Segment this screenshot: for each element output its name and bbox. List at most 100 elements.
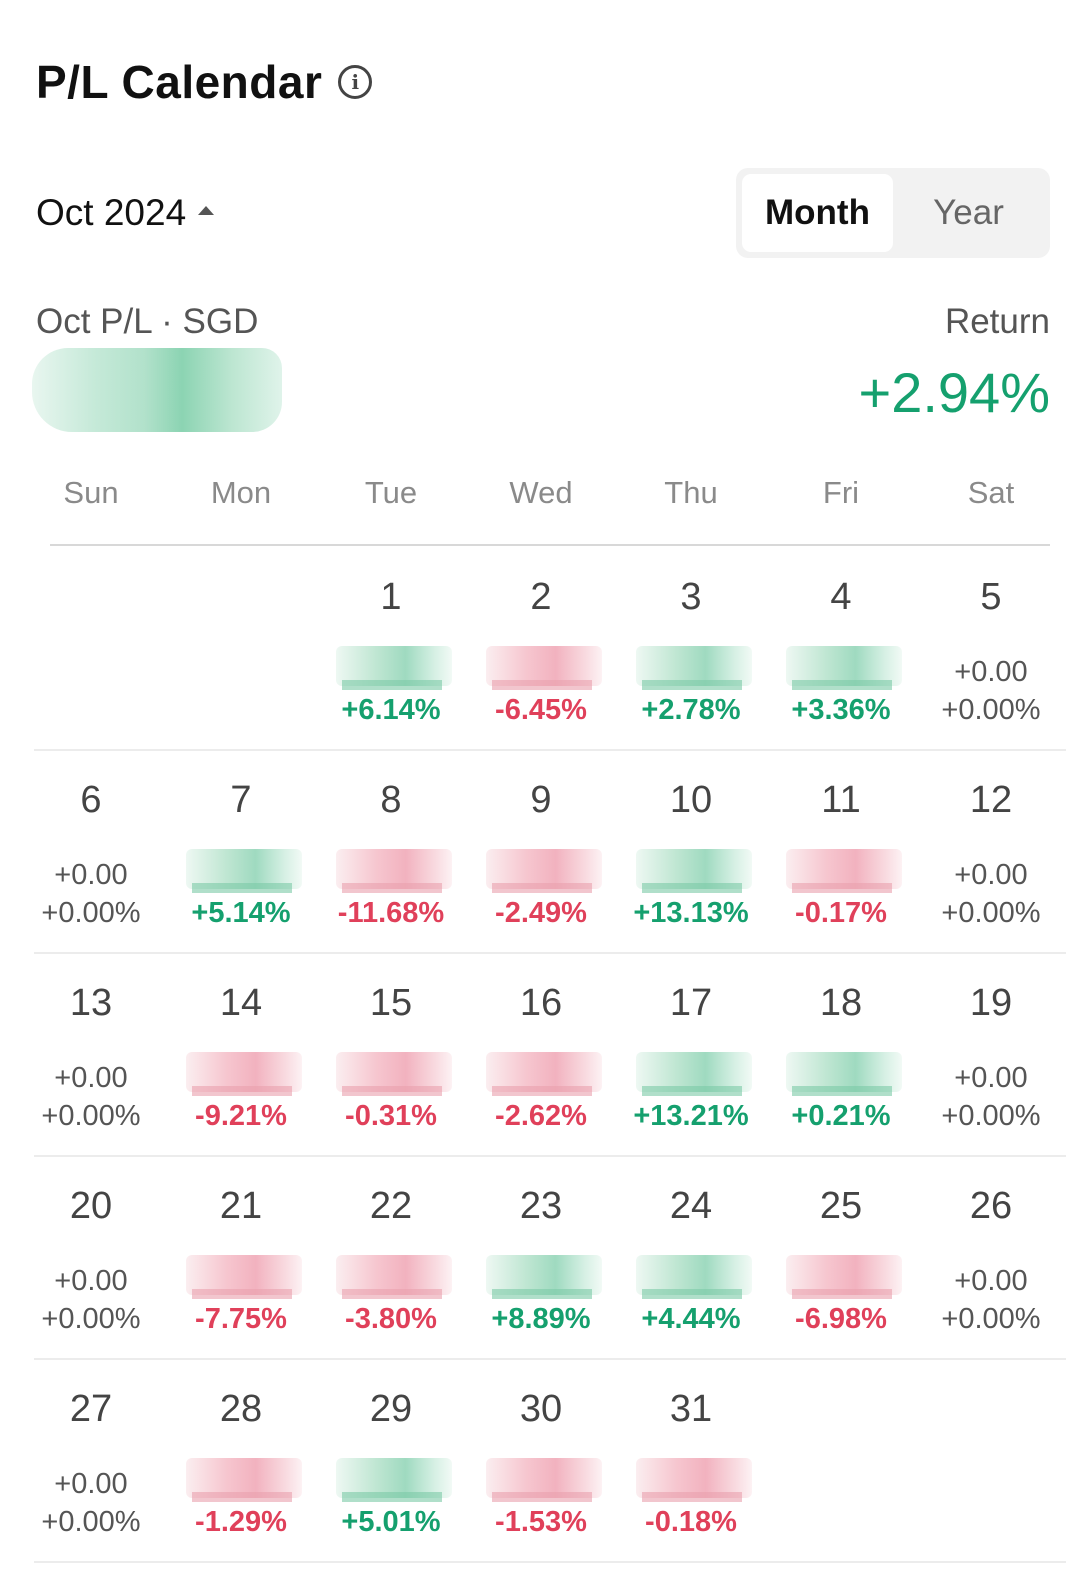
empty-day-cell <box>166 548 316 751</box>
redacted-amount-edge <box>492 1492 592 1502</box>
day-cell[interactable]: 13 +0.00 +0.00% <box>16 954 166 1157</box>
day-cell[interactable]: 6 +0.00 +0.00% <box>16 751 166 954</box>
day-number: 21 <box>219 1185 263 1227</box>
redacted-amount <box>636 849 752 889</box>
day-cell[interactable]: 9 -2.49% <box>466 751 616 954</box>
redacted-amount-edge <box>342 680 442 690</box>
redacted-amount <box>636 1052 752 1092</box>
day-cell[interactable]: 19 +0.00 +0.00% <box>916 954 1066 1157</box>
redacted-amount-edge <box>642 1086 742 1096</box>
day-cell[interactable]: 15 -0.31% <box>316 954 466 1157</box>
day-cell[interactable]: 16 -2.62% <box>466 954 616 1157</box>
day-cell[interactable]: 29 +5.01% <box>316 1360 466 1563</box>
redacted-amount <box>186 849 302 889</box>
day-percent: -11.68% <box>337 897 445 929</box>
day-number: 14 <box>219 982 263 1024</box>
day-amount: +0.00 <box>954 1062 1028 1094</box>
day-cell[interactable]: 10 +13.13% <box>616 751 766 954</box>
day-cell[interactable]: 31 -0.18% <box>616 1360 766 1563</box>
day-cell[interactable]: 23 +8.89% <box>466 1157 616 1360</box>
day-number: 17 <box>669 982 713 1024</box>
day-cell[interactable]: 26 +0.00 +0.00% <box>916 1157 1066 1360</box>
redacted-amount <box>186 1052 302 1092</box>
redacted-amount-edge <box>192 1492 292 1502</box>
day-number: 16 <box>519 982 563 1024</box>
divider <box>50 544 1050 546</box>
day-cell[interactable]: 14 -9.21% <box>166 954 316 1157</box>
day-percent: -3.80% <box>345 1303 437 1335</box>
calendar-week-row: 20 +0.00 +0.00% 21 -7.75% 22 -3.80% 23 +8.89% 24 +… <box>16 1157 1066 1360</box>
day-percent: +5.01% <box>341 1506 441 1538</box>
redacted-total-pl <box>32 348 282 432</box>
redacted-amount <box>336 1255 452 1295</box>
day-percent: -6.98% <box>795 1303 887 1335</box>
redacted-amount <box>186 1255 302 1295</box>
day-amount: +0.00 <box>54 1062 128 1094</box>
redacted-amount-edge <box>642 1492 742 1502</box>
day-cell[interactable]: 3 +2.78% <box>616 548 766 751</box>
day-cell[interactable]: 5 +0.00 +0.00% <box>916 548 1066 751</box>
redacted-amount-edge <box>642 680 742 690</box>
day-cell[interactable]: 2 -6.45% <box>466 548 616 751</box>
redacted-amount <box>486 646 602 686</box>
weekday-header: Sun Mon Tue Wed Thu Fri Sat <box>16 475 1066 511</box>
day-cell[interactable]: 17 +13.21% <box>616 954 766 1157</box>
redacted-amount <box>186 1458 302 1498</box>
year-tab[interactable]: Year <box>933 193 1004 232</box>
day-cell[interactable]: 25 -6.98% <box>766 1157 916 1360</box>
day-cell[interactable]: 22 -3.80% <box>316 1157 466 1360</box>
redacted-amount-edge <box>642 883 742 893</box>
empty-day-cell <box>916 1360 1066 1563</box>
day-cell[interactable]: 28 -1.29% <box>166 1360 316 1563</box>
day-number: 30 <box>519 1388 563 1430</box>
redacted-amount-edge <box>792 680 892 690</box>
weekday-label: Thu <box>664 475 718 510</box>
redacted-amount-edge <box>492 1086 592 1096</box>
month-picker[interactable]: Oct 2024 <box>36 188 215 238</box>
day-cell[interactable]: 7 +5.14% <box>166 751 316 954</box>
redacted-amount <box>486 1255 602 1295</box>
caret-up-icon <box>198 205 215 215</box>
day-number: 5 <box>980 576 1002 618</box>
day-number: 23 <box>519 1185 563 1227</box>
day-percent: +0.00% <box>41 1303 141 1335</box>
title-row: P/L Calendar i <box>36 52 373 112</box>
day-percent: +6.14% <box>341 694 441 726</box>
redacted-amount <box>486 1458 602 1498</box>
calendar-week-row: 1 +6.14% 2 -6.45% 3 +2.78% 4 +3.36% 5 +0.00 +0.00% <box>16 548 1066 751</box>
day-number: 18 <box>819 982 863 1024</box>
day-number: 25 <box>819 1185 863 1227</box>
day-number: 15 <box>369 982 413 1024</box>
month-label: Oct 2024 <box>36 192 187 233</box>
day-cell[interactable]: 12 +0.00 +0.00% <box>916 751 1066 954</box>
month-tab[interactable]: Month <box>742 174 893 252</box>
day-cell[interactable]: 24 +4.44% <box>616 1157 766 1360</box>
day-cell[interactable]: 20 +0.00 +0.00% <box>16 1157 166 1360</box>
redacted-amount <box>786 1052 902 1092</box>
day-cell[interactable]: 27 +0.00 +0.00% <box>16 1360 166 1563</box>
day-cell[interactable]: 1 +6.14% <box>316 548 466 751</box>
day-cell[interactable]: 21 -7.75% <box>166 1157 316 1360</box>
day-cell[interactable]: 4 +3.36% <box>766 548 916 751</box>
day-percent: +4.44% <box>641 1303 741 1335</box>
empty-day-cell <box>16 548 166 751</box>
calendar-week-row: 6 +0.00 +0.00% 7 +5.14% 8 -11.68% 9 -2.49% 10 +13.… <box>16 751 1066 954</box>
day-percent: -1.29% <box>195 1506 287 1538</box>
info-icon[interactable]: i <box>338 65 373 99</box>
day-number: 31 <box>669 1388 713 1430</box>
day-percent: -0.31% <box>345 1100 437 1132</box>
redacted-amount <box>636 646 752 686</box>
day-cell[interactable]: 30 -1.53% <box>466 1360 616 1563</box>
day-number: 9 <box>530 779 552 821</box>
redacted-amount <box>636 1458 752 1498</box>
day-cell[interactable]: 11 -0.17% <box>766 751 916 954</box>
day-percent: -0.18% <box>645 1506 737 1538</box>
day-percent: +8.89% <box>491 1303 591 1335</box>
day-number: 26 <box>969 1185 1013 1227</box>
day-percent: +0.21% <box>791 1100 891 1132</box>
day-percent: +0.00% <box>41 897 141 929</box>
period-toggle: Month Year <box>736 168 1050 258</box>
redacted-amount <box>636 1255 752 1295</box>
day-cell[interactable]: 8 -11.68% <box>316 751 466 954</box>
day-cell[interactable]: 18 +0.21% <box>766 954 916 1157</box>
